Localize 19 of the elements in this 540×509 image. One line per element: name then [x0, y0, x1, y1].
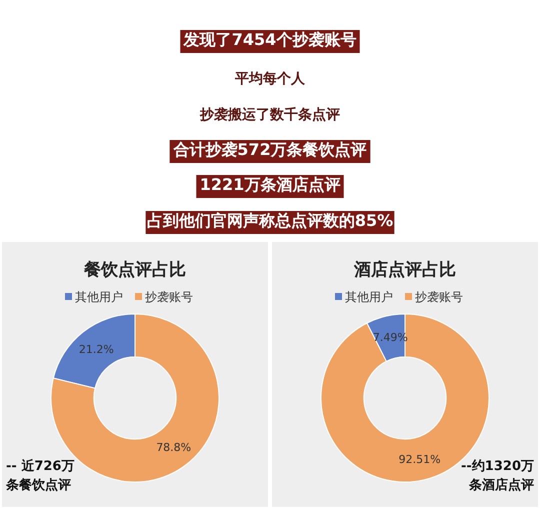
text: 抄袭搬运了数千条点评: [199, 106, 340, 123]
data-label: 78.8%: [156, 441, 192, 454]
text: 平均每个人: [234, 71, 306, 87]
legend-label: 抄袭账号: [415, 290, 463, 304]
text: --约1320万: [461, 459, 534, 474]
chart-title: 酒店点评占比: [353, 260, 456, 280]
text: 合计抄袭572万条餐饮点评: [172, 140, 367, 159]
text: 1221万条酒店点评: [200, 175, 340, 194]
legend-label: 其他用户: [345, 290, 393, 304]
legend-label: 抄袭账号: [145, 290, 193, 304]
data-label: 21.2%: [78, 342, 114, 356]
text: -- 近726万: [6, 458, 74, 474]
legend-label: 其他用户: [75, 290, 123, 304]
text: 条餐饮点评: [5, 477, 71, 493]
text: 条酒店点评: [468, 477, 534, 493]
text: 发现了7454个抄袭账号: [182, 30, 356, 49]
data-label: 92.51%: [398, 452, 441, 466]
chart-title: 餐饮点评占比: [83, 260, 186, 280]
text: 占到他们官网声称总点评数的85%: [146, 211, 394, 230]
